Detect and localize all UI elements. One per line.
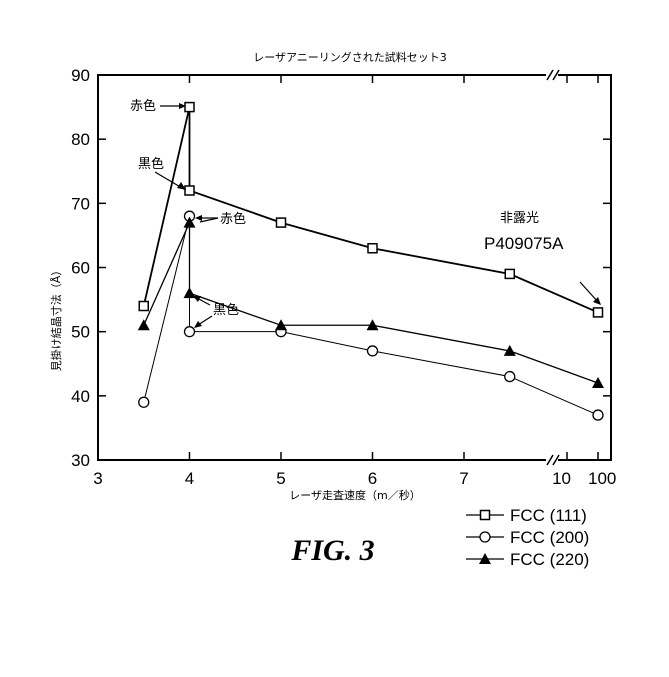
data-point bbox=[505, 372, 515, 382]
y-tick-label: 40 bbox=[71, 387, 90, 406]
chart-title: レーザアニーリングされた試料セット3 bbox=[253, 50, 447, 64]
x-tick-label: 3 bbox=[93, 469, 102, 488]
data-point bbox=[505, 269, 514, 278]
data-point bbox=[592, 377, 604, 388]
legend-marker bbox=[480, 532, 490, 542]
y-tick-label: 30 bbox=[71, 451, 90, 470]
series-lines bbox=[144, 107, 598, 415]
annotation-unexposed: 非露光 bbox=[500, 211, 539, 226]
annotation-black-mid: 黒色 bbox=[138, 156, 164, 172]
data-point bbox=[185, 186, 194, 195]
y-tick-label: 80 bbox=[71, 130, 90, 149]
y-tick-label: 70 bbox=[71, 194, 90, 213]
axis-break-top bbox=[546, 69, 559, 81]
series-line bbox=[144, 107, 598, 312]
data-point bbox=[139, 302, 148, 311]
y-tick-label: 60 bbox=[71, 259, 90, 278]
data-point bbox=[368, 346, 378, 356]
axis-break-bottom bbox=[546, 454, 559, 466]
annotation-red-top: 赤色 bbox=[130, 98, 156, 114]
x-tick-label: 100 bbox=[588, 469, 616, 488]
data-point bbox=[139, 397, 149, 407]
legend-label: FCC (200) bbox=[510, 528, 589, 547]
x-tick-label: 6 bbox=[368, 469, 377, 488]
plot-area bbox=[98, 75, 611, 460]
series-markers bbox=[138, 103, 604, 421]
x-tick-label: 10 bbox=[552, 469, 571, 488]
data-point bbox=[277, 218, 286, 227]
x-tick-label: 5 bbox=[276, 469, 285, 488]
data-point bbox=[368, 244, 377, 253]
annotation-sample-id: P409075A bbox=[484, 234, 564, 253]
legend-marker bbox=[481, 511, 490, 520]
data-point bbox=[138, 319, 150, 330]
data-point bbox=[594, 308, 603, 317]
annotation-red-right: 赤色 bbox=[220, 211, 246, 227]
y-axis-label: 見掛け結晶寸法（Å） bbox=[49, 265, 63, 372]
x-axis-label: レーザ走査速度（m／秒） bbox=[289, 488, 421, 502]
figure-caption: FIG. 3 bbox=[290, 534, 374, 567]
x-tick-label: 4 bbox=[185, 469, 194, 488]
legend-label: FCC (111) bbox=[510, 506, 587, 525]
data-point bbox=[185, 103, 194, 112]
legend: FCC (111) FCC (200) FCC (220) bbox=[466, 506, 589, 569]
data-point bbox=[593, 410, 603, 420]
x-ticks: 3 4 5 6 7 10 100 bbox=[93, 75, 616, 488]
y-tick-label: 50 bbox=[71, 323, 90, 342]
legend-label: FCC (220) bbox=[510, 550, 589, 569]
annotations: 赤色 黒色 赤色 黒色 非露光 P409075A bbox=[130, 98, 601, 328]
x-tick-label: 7 bbox=[459, 469, 468, 488]
annotation-black-right: 黒色 bbox=[213, 302, 239, 318]
y-tick-label: 90 bbox=[71, 66, 90, 85]
data-point bbox=[185, 327, 195, 337]
